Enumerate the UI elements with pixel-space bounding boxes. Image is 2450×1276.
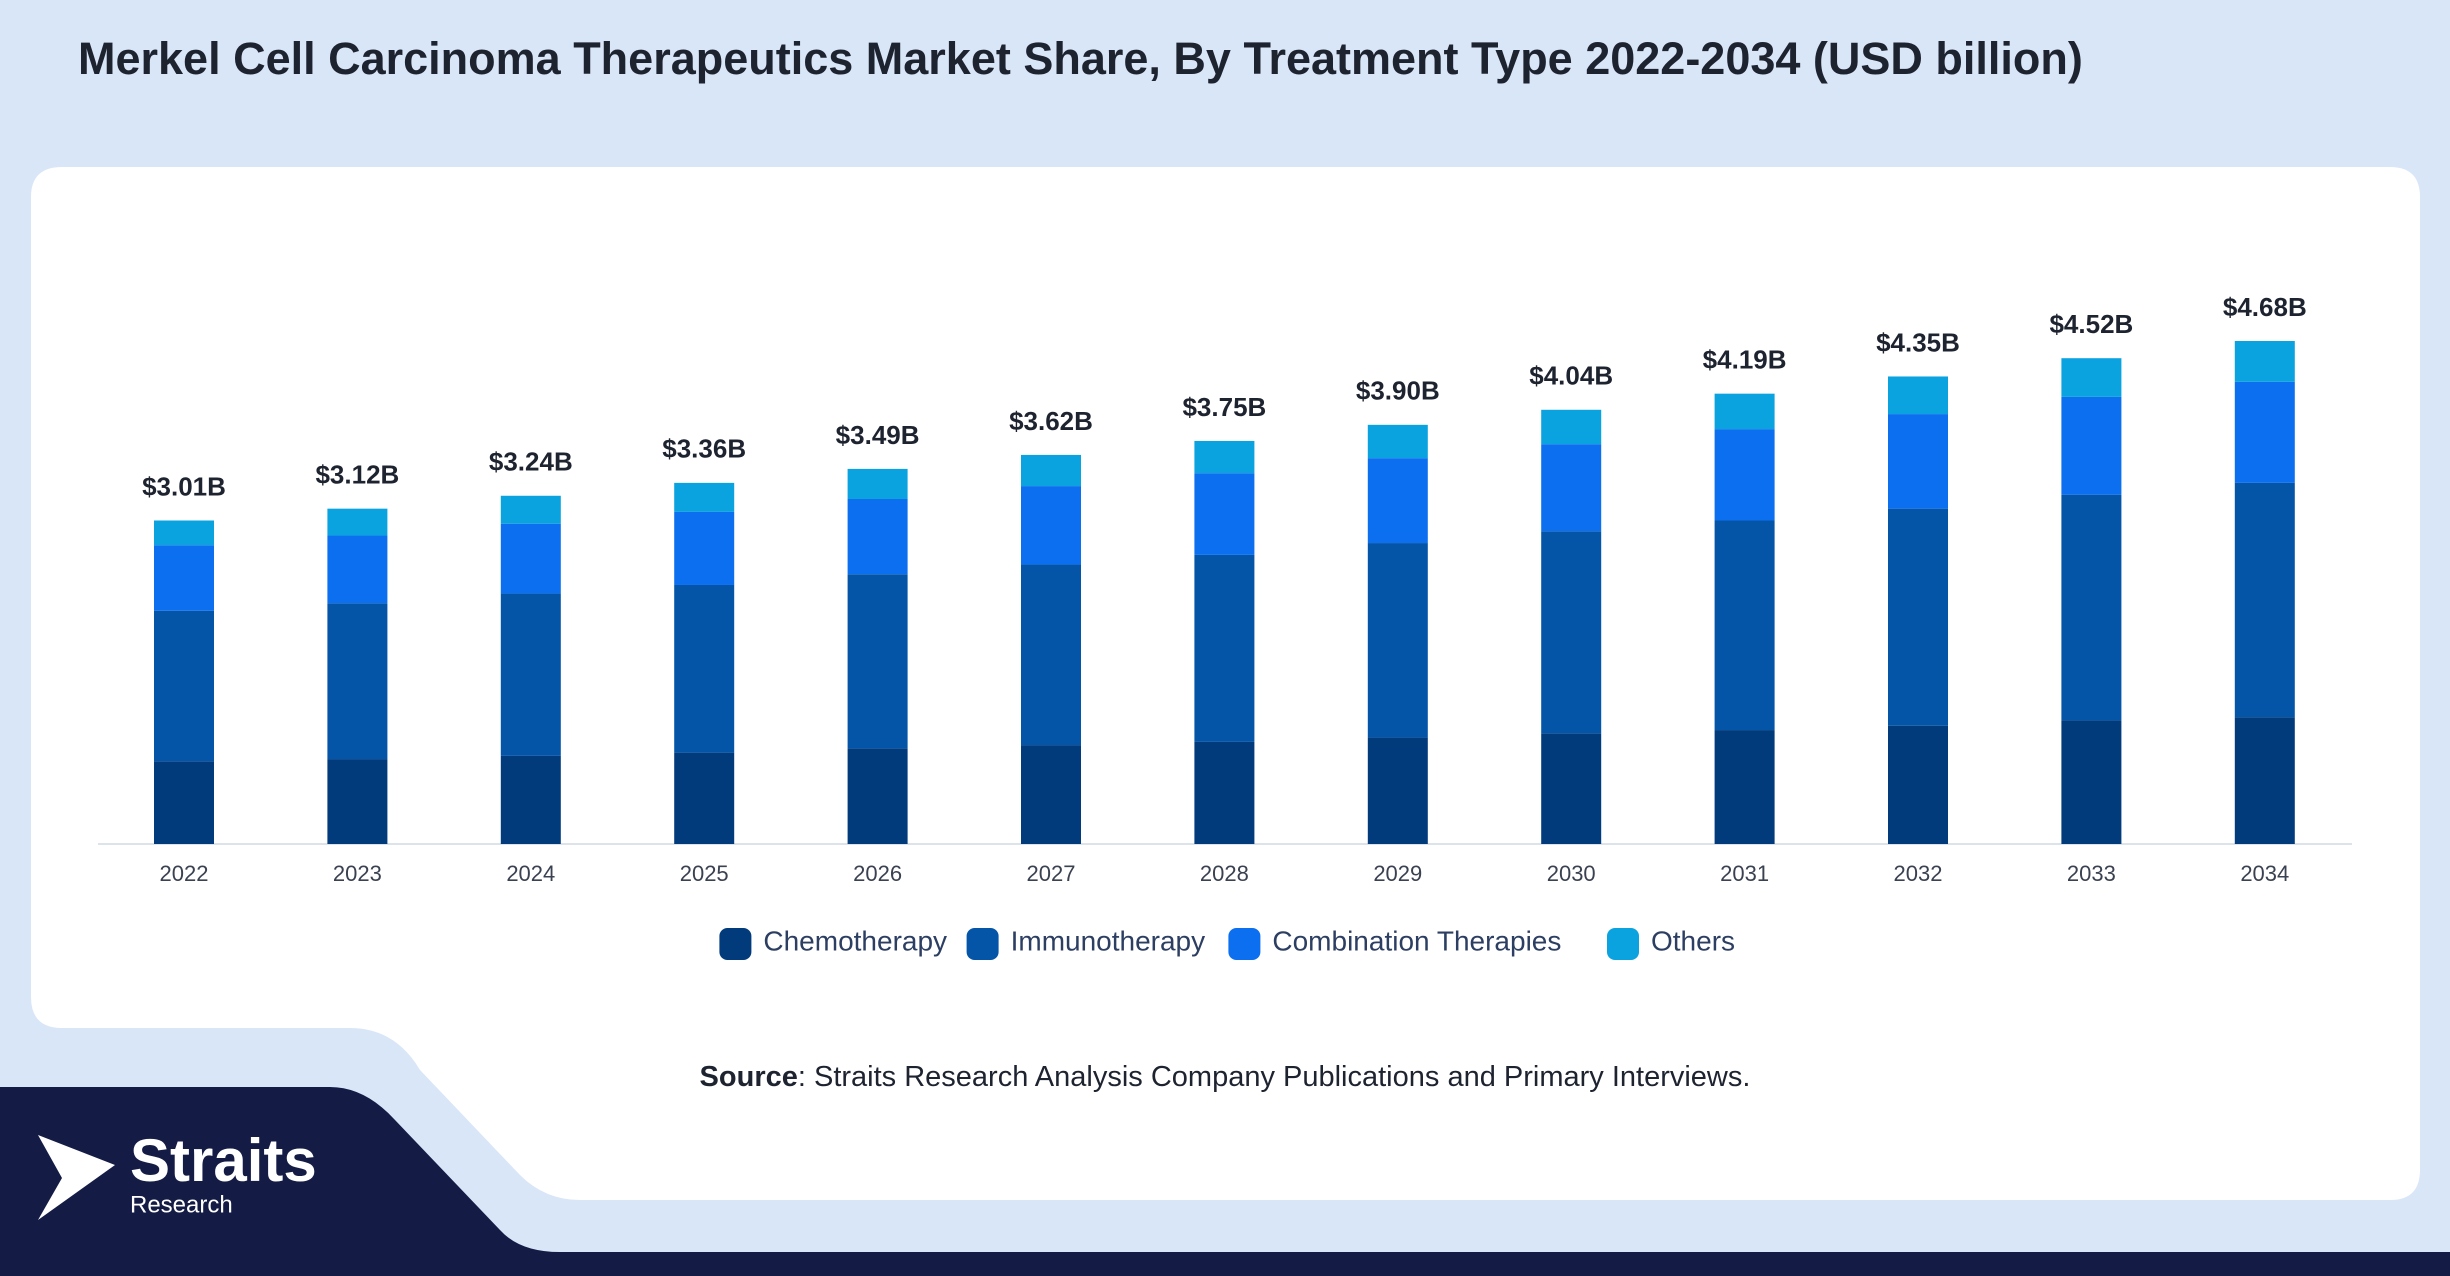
bar-segment xyxy=(1714,393,1775,430)
legend-label: Combination Therapies xyxy=(1272,925,1561,956)
bar-segment xyxy=(674,511,735,585)
total-label: $3.75B xyxy=(1182,392,1266,422)
total-label: $3.49B xyxy=(836,420,920,450)
bar-segment xyxy=(1367,543,1428,738)
bar-segment xyxy=(327,508,388,536)
total-label: $4.04B xyxy=(1529,361,1613,391)
bar-segment xyxy=(847,498,908,575)
bar-segment xyxy=(1714,730,1775,844)
bar-segment xyxy=(1541,444,1602,532)
total-label: $4.35B xyxy=(1876,327,1960,357)
bar-segment xyxy=(1888,414,1948,509)
x-tick-label: 2022 xyxy=(160,861,209,886)
bar-segment xyxy=(2234,341,2295,382)
bar-segment xyxy=(1194,554,1255,742)
bar-segment xyxy=(327,759,388,844)
bar-segment xyxy=(1541,531,1602,734)
bar-segment xyxy=(847,574,908,749)
x-tick-label: 2034 xyxy=(2240,861,2289,886)
source-label: Source xyxy=(700,1061,798,1093)
total-label: $3.90B xyxy=(1356,376,1440,406)
bar-segment xyxy=(1888,376,1948,415)
legend-swatch xyxy=(1607,928,1639,960)
total-label: $3.36B xyxy=(662,434,746,464)
legend-swatch xyxy=(719,928,752,960)
bar-segment xyxy=(327,603,388,760)
bar-segment xyxy=(500,523,561,594)
bar-segment xyxy=(2234,482,2295,718)
total-label: $3.01B xyxy=(142,471,226,501)
bar-segment xyxy=(2061,494,2122,721)
source-text: : Straits Research Analysis Company Publ… xyxy=(798,1061,1751,1093)
logo-icon xyxy=(38,1135,115,1220)
bar-segment xyxy=(847,748,908,844)
bar-segment xyxy=(674,752,735,844)
bar-segment xyxy=(674,584,735,753)
bar-segment xyxy=(1367,458,1428,544)
bar-segment xyxy=(1194,741,1255,844)
x-tick-label: 2028 xyxy=(1200,861,1249,886)
bar-segment xyxy=(2061,396,2122,495)
legend-swatch xyxy=(1228,928,1261,960)
x-tick-label: 2031 xyxy=(1720,861,1769,886)
total-label: $4.19B xyxy=(1703,345,1787,375)
total-label: $3.12B xyxy=(315,460,399,490)
bar-segment xyxy=(154,610,214,762)
bar-segment xyxy=(1714,429,1775,521)
x-tick-label: 2029 xyxy=(1373,861,1422,886)
bar-segment xyxy=(1888,508,1948,726)
bar-segment xyxy=(2234,717,2295,844)
bar-segment xyxy=(1541,733,1602,844)
bar-segment xyxy=(1714,520,1775,731)
x-tick-label: 2032 xyxy=(1894,861,1943,886)
legend-label: Chemotherapy xyxy=(763,925,947,956)
bar-segment xyxy=(847,468,908,499)
legend-label: Immunotherapy xyxy=(1011,925,1206,956)
bar-segment xyxy=(1888,725,1948,844)
bar-segment xyxy=(327,535,388,604)
bar-segment xyxy=(500,755,561,844)
legend-swatch xyxy=(966,928,999,960)
x-tick-label: 2033 xyxy=(2067,861,2116,886)
logo-name: Straits xyxy=(130,1127,317,1194)
x-tick-label: 2026 xyxy=(853,861,902,886)
bar-segment xyxy=(1021,564,1081,746)
bar-segment xyxy=(674,482,735,512)
total-label: $3.62B xyxy=(1009,406,1093,436)
bar-segment xyxy=(154,545,214,611)
bar-segment xyxy=(154,520,214,546)
x-tick-label: 2025 xyxy=(680,861,729,886)
bar-segment xyxy=(1367,737,1428,844)
total-label: $4.52B xyxy=(2049,309,2133,339)
chart-title: Merkel Cell Carcinoma Therapeutics Marke… xyxy=(78,33,2083,84)
bar-segment xyxy=(1021,486,1081,565)
bar-segment xyxy=(1194,473,1255,555)
total-label: $3.24B xyxy=(489,447,573,477)
total-label: $4.68B xyxy=(2223,292,2307,322)
x-tick-label: 2027 xyxy=(1027,861,1076,886)
x-tick-label: 2030 xyxy=(1547,861,1596,886)
bar-segment xyxy=(500,593,561,756)
bar-segment xyxy=(1367,424,1428,459)
bar-segment xyxy=(1541,409,1602,445)
bar-segment xyxy=(1021,454,1081,487)
bar-segment xyxy=(2061,358,2122,397)
bar-segment xyxy=(154,761,214,844)
legend-label: Others xyxy=(1651,925,1735,956)
bar-segment xyxy=(1021,745,1081,844)
footer-band xyxy=(0,1087,2450,1276)
x-tick-label: 2024 xyxy=(506,861,555,886)
x-tick-label: 2023 xyxy=(333,861,382,886)
logo-sub: Research xyxy=(130,1191,233,1218)
bar-segment xyxy=(2061,720,2122,844)
bar-segment xyxy=(2234,381,2295,483)
bar-segment xyxy=(1194,440,1255,474)
bar-segment xyxy=(500,495,561,524)
source: Source: Straits Research Analysis Compan… xyxy=(700,1061,1751,1093)
